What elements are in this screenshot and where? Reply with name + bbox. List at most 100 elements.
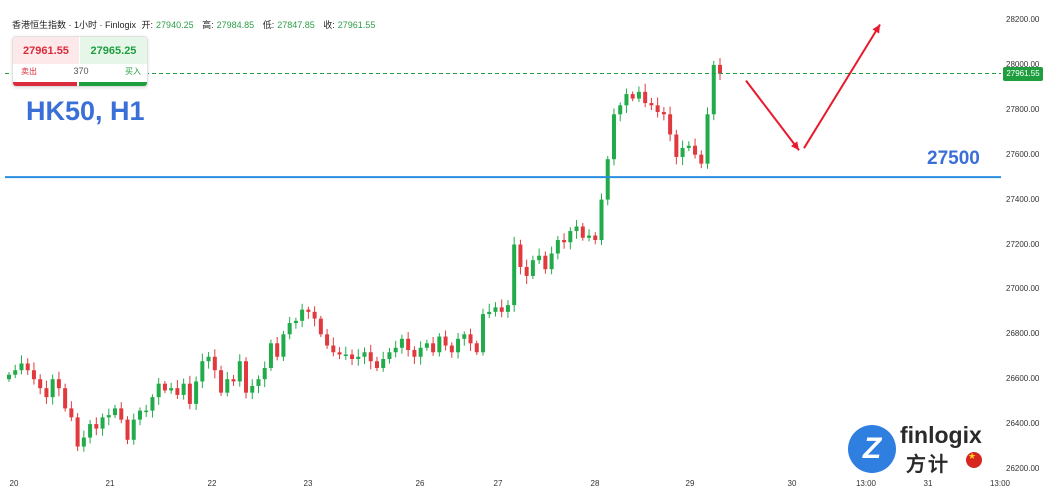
candle-body xyxy=(555,240,560,254)
candle-body xyxy=(225,379,230,393)
y-tick-label: 26400.00 xyxy=(1006,419,1040,429)
candle-body xyxy=(587,235,592,238)
candle-body xyxy=(543,255,548,270)
candle-body xyxy=(711,64,716,115)
candle-body xyxy=(244,361,248,393)
x-tick-label: 21 xyxy=(105,479,115,488)
candle-body xyxy=(468,334,473,344)
candle-body xyxy=(462,334,467,339)
candle-body xyxy=(50,379,55,398)
candle-body xyxy=(618,105,623,115)
sell-bar xyxy=(13,82,77,86)
candle-body xyxy=(175,388,180,395)
candle-body xyxy=(424,343,429,348)
candle-body xyxy=(306,309,311,312)
sell-label: 卖出 xyxy=(21,67,37,76)
symbol-label: HK50, H1 xyxy=(26,96,145,126)
candle-body xyxy=(19,363,24,371)
candle-body xyxy=(300,309,305,321)
candle-body xyxy=(219,370,224,393)
candle-body xyxy=(387,352,392,359)
candle-body xyxy=(574,226,579,232)
open-value: 27940.25 xyxy=(156,20,194,30)
close-label: 收: xyxy=(323,20,335,30)
candle-body xyxy=(655,105,660,113)
x-tick-label: 13:00 xyxy=(989,479,1011,488)
candle-body xyxy=(119,408,124,420)
candle-body xyxy=(318,318,323,335)
logo-mark: Z xyxy=(848,425,896,473)
candle-body xyxy=(449,345,454,353)
x-tick-label: 31 xyxy=(923,479,933,488)
candle-body xyxy=(374,361,379,368)
candle-body xyxy=(512,244,517,306)
candle-body xyxy=(69,408,74,418)
finlogix-logo: Z finlogix 方计 xyxy=(848,422,998,478)
candle-body xyxy=(493,307,498,312)
logo-text-en: finlogix xyxy=(900,422,982,448)
candle-body xyxy=(549,253,554,270)
candle-body xyxy=(150,397,155,411)
candle-body xyxy=(624,94,629,106)
y-tick-label: 27800.00 xyxy=(1006,104,1040,114)
candle-body xyxy=(337,352,342,355)
y-tick-label: 26800.00 xyxy=(1006,329,1040,339)
y-tick-label: 26200.00 xyxy=(1006,464,1040,473)
candle-body xyxy=(474,343,479,353)
candle-body xyxy=(431,343,436,353)
down-arrow-line xyxy=(745,80,800,151)
y-tick-label: 28200.00 xyxy=(1006,15,1040,24)
candle-body xyxy=(487,311,492,315)
candle-body xyxy=(718,64,722,74)
candle-body xyxy=(200,361,205,382)
y-tick-label: 27000.00 xyxy=(1006,284,1040,294)
candle-body xyxy=(287,323,292,335)
candle-body xyxy=(268,343,273,368)
candle-body xyxy=(443,336,448,346)
up-arrow-head xyxy=(872,24,880,34)
candle-body xyxy=(113,408,118,416)
candle-body xyxy=(693,145,698,155)
candle-body xyxy=(630,94,635,99)
candle-body xyxy=(437,336,442,353)
symbol-name: 香港恒生指数 · 1小时 · Finlogix xyxy=(12,20,137,30)
low-value: 27847.85 xyxy=(277,20,315,30)
candle-body xyxy=(393,347,398,353)
candle-body xyxy=(505,305,510,312)
y-tick-label: 26600.00 xyxy=(1006,374,1040,384)
candle-body xyxy=(281,334,286,357)
buy-button[interactable]: 27965.25 xyxy=(80,37,147,64)
trade-widget: 27961.55 27965.25 卖出 370 买入 xyxy=(12,36,148,87)
candle-body xyxy=(137,410,142,420)
candle-body xyxy=(381,358,386,368)
sell-button[interactable]: 27961.55 xyxy=(13,37,79,64)
current-price-tag: 27961.55 xyxy=(1003,67,1043,81)
candle-body xyxy=(499,307,504,312)
x-tick-label: 28 xyxy=(590,479,600,488)
candle-body xyxy=(212,356,217,371)
candle-body xyxy=(75,417,80,447)
candle-body xyxy=(13,370,18,375)
candle-body xyxy=(63,388,68,409)
candle-body xyxy=(356,356,361,359)
candle-body xyxy=(181,383,186,395)
candle-body xyxy=(88,424,93,438)
candle-body xyxy=(7,374,11,380)
candle-body xyxy=(368,352,373,362)
candle-body xyxy=(699,154,704,164)
candle-body xyxy=(580,226,585,238)
candle-body xyxy=(106,415,111,418)
up-arrow-line xyxy=(803,23,881,149)
candle-body xyxy=(156,383,161,398)
high-value: 27984.85 xyxy=(216,20,255,30)
candle-body xyxy=(599,199,604,241)
y-tick-label: 27200.00 xyxy=(1006,239,1040,249)
china-flag-icon xyxy=(966,451,982,468)
candle-body xyxy=(343,354,348,357)
y-tick-label: 27600.00 xyxy=(1006,149,1040,159)
candle-body xyxy=(412,350,417,357)
x-tick-label: 22 xyxy=(207,479,217,488)
y-tick-label: 27400.00 xyxy=(1006,194,1040,204)
open-label: 开: xyxy=(141,20,154,30)
candle-body xyxy=(38,379,43,389)
